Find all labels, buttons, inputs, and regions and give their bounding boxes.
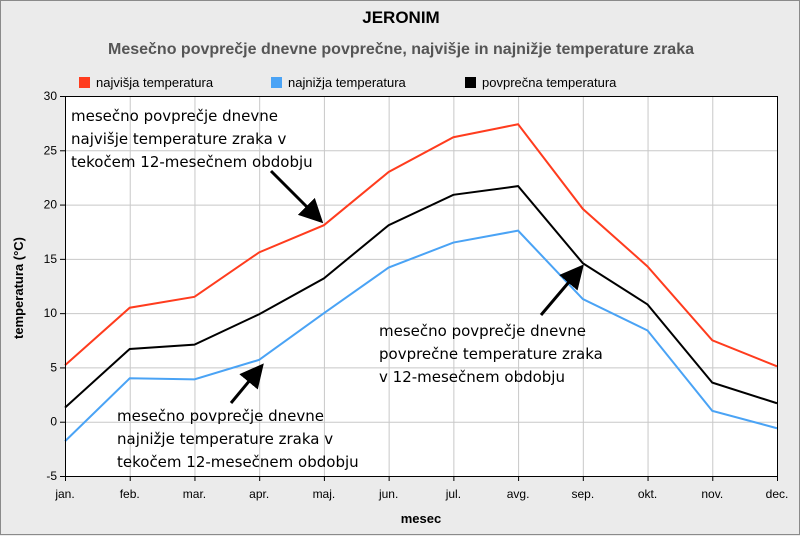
annotation-text-min: najnižje temperature zraka v	[117, 430, 333, 448]
legend-swatch	[465, 77, 476, 88]
x-tick-label: okt.	[638, 487, 657, 501]
y-tick-label: 20	[44, 198, 58, 212]
y-tick-label: 5	[50, 360, 57, 374]
series-line-3	[64, 185, 778, 409]
x-tick-label: jun.	[378, 487, 398, 501]
series-lines	[64, 123, 778, 442]
plot-border	[65, 96, 778, 477]
y-tick-label: 30	[44, 89, 58, 103]
annotation-text-avg: povprečne temperature zraka	[379, 345, 603, 363]
annotation-text-max: mesečno povprečje dnevne	[71, 107, 278, 125]
legend-label: najvišja temperatura	[96, 75, 214, 90]
legend-label: najnižja temperatura	[288, 75, 407, 90]
plot-area	[65, 96, 777, 476]
y-tick-label: 25	[44, 143, 58, 157]
x-tick-label: jul.	[445, 487, 461, 501]
y-tick-label: -5	[46, 469, 57, 483]
x-tick-label: mar.	[183, 487, 206, 501]
legend: najvišja temperatura najnižja temperatura…	[79, 75, 617, 90]
x-tick-label: jan.	[54, 487, 74, 501]
annotations: mesečno povprečje dnevne najvišje tempera…	[71, 107, 603, 471]
chart-title: JERONIM	[362, 8, 439, 27]
y-axis-ticks: -5 0 5 10 15 20 25 30	[44, 89, 65, 483]
series-line-1	[64, 123, 778, 368]
x-tick-label: dec.	[766, 487, 789, 501]
x-axis-ticks: jan. feb. mar. apr. maj. jun. jul. avg. sep. okt.…	[54, 476, 788, 501]
x-tick-label: apr.	[249, 487, 269, 501]
annotation-text-max: tekočem 12-mesečnem obdobju	[71, 153, 313, 171]
x-tick-label: avg.	[507, 487, 530, 501]
series-line-2	[64, 229, 778, 442]
annotation-text-max: najvišje temperature zraka v	[71, 130, 287, 148]
x-tick-label: sep.	[571, 487, 594, 501]
x-tick-label: nov.	[701, 487, 723, 501]
annotation-arrow-min	[229, 363, 264, 404]
annotation-text-min: tekočem 12-mesečnem obdobju	[117, 453, 359, 471]
y-tick-label: 10	[44, 306, 58, 320]
annotation-arrow-avg	[539, 264, 584, 316]
annotation-text-min: mesečno povprečje dnevne	[117, 407, 324, 425]
annotation-text-avg: mesečno povprečje dnevne	[379, 322, 586, 340]
x-tick-label: feb.	[120, 487, 140, 501]
legend-swatch	[79, 77, 90, 88]
x-tick-label: maj.	[313, 487, 336, 501]
y-tick-label: 15	[44, 252, 58, 266]
y-axis-label: temperatura (°C)	[11, 237, 26, 339]
legend-label: povprečna temperatura	[482, 75, 617, 90]
chart-subtitle: Mesečno povprečje dnevne povprečne, najv…	[108, 41, 694, 58]
annotation-text-avg: v 12-mesečnem obdobju	[379, 368, 565, 386]
legend-swatch	[271, 77, 282, 88]
y-tick-label: 0	[50, 415, 57, 429]
annotation-arrow-max	[269, 169, 324, 224]
x-axis-label: mesec	[401, 511, 441, 526]
